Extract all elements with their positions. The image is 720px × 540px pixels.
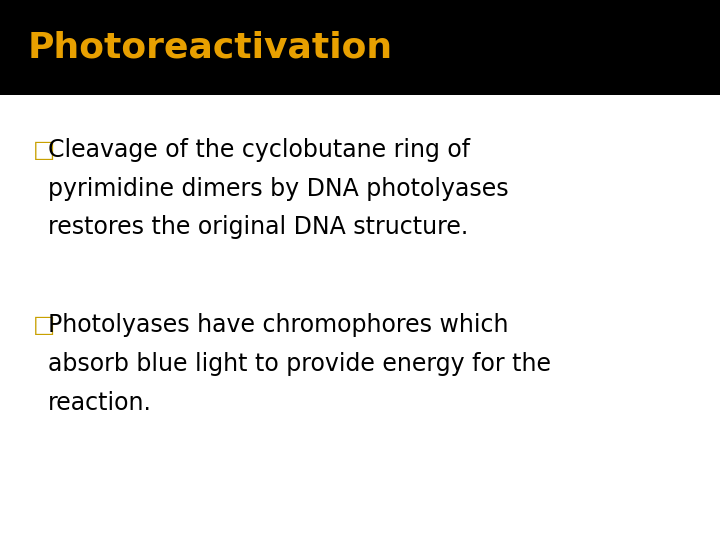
Text: □: □ xyxy=(32,138,55,161)
Text: Photolyases have chromophores which: Photolyases have chromophores which xyxy=(48,313,509,337)
Text: Cleavage of the cyclobutane ring of: Cleavage of the cyclobutane ring of xyxy=(48,138,470,161)
Text: Photoreactivation: Photoreactivation xyxy=(27,30,392,64)
Text: □: □ xyxy=(32,313,55,337)
Text: absorb blue light to provide energy for the: absorb blue light to provide energy for … xyxy=(48,352,552,376)
Text: restores the original DNA structure.: restores the original DNA structure. xyxy=(48,215,469,239)
Text: reaction.: reaction. xyxy=(48,391,152,415)
Text: pyrimidine dimers by DNA photolyases: pyrimidine dimers by DNA photolyases xyxy=(48,177,509,200)
Bar xyxy=(0,0,720,94)
